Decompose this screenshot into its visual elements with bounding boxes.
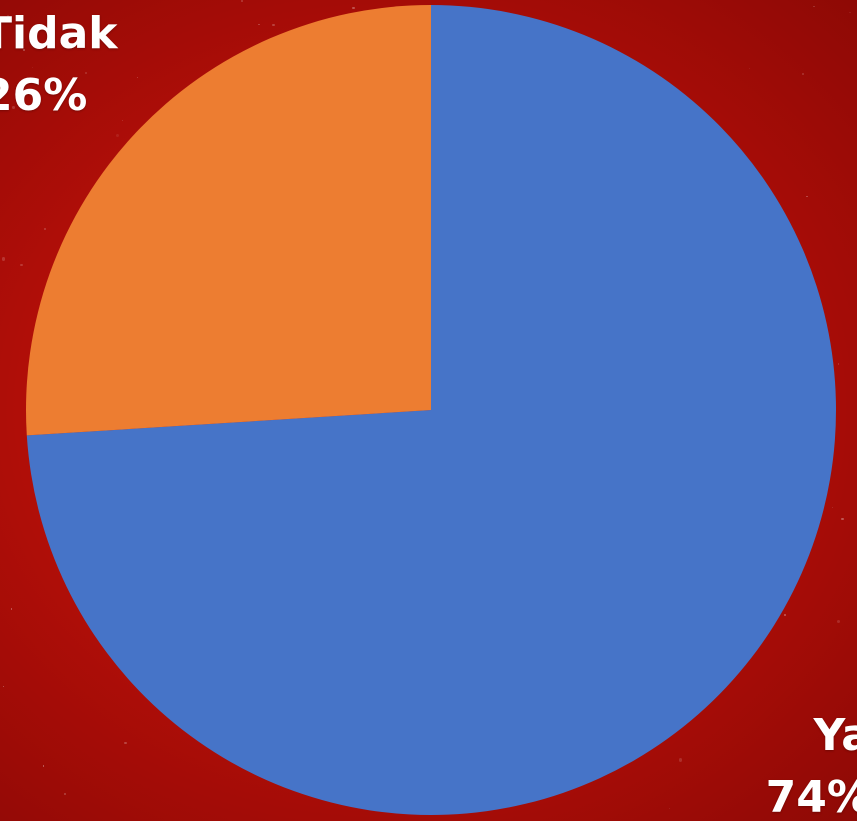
slice-label-tidak-name: Tidak <box>0 8 118 59</box>
texture-speck <box>241 0 244 2</box>
texture-speck <box>822 722 825 725</box>
texture-speck <box>42 765 44 767</box>
texture-speck <box>841 517 844 520</box>
pie-slice-tidak <box>26 5 431 436</box>
slice-label-ya-percent: 74% <box>765 772 857 821</box>
texture-speck <box>116 134 120 138</box>
texture-speck <box>137 77 139 79</box>
texture-speck <box>784 614 786 617</box>
texture-speck <box>352 6 355 10</box>
pie-slices <box>26 5 837 815</box>
texture-speck <box>669 807 671 809</box>
texture-speck <box>44 227 47 231</box>
pie-slice-ya <box>26 5 837 815</box>
texture-speck <box>84 71 88 75</box>
texture-speck <box>31 66 34 69</box>
texture-speck <box>271 23 275 27</box>
texture-speck <box>812 5 815 8</box>
texture-speck <box>837 363 840 365</box>
texture-speck <box>2 685 4 688</box>
texture-speck <box>10 608 13 610</box>
texture-speck <box>801 72 804 76</box>
texture-speck <box>124 741 128 745</box>
texture-speck <box>848 11 851 14</box>
texture-speck <box>678 758 683 762</box>
slice-label-tidak-percent: 26% <box>0 70 88 121</box>
texture-speck <box>64 792 67 795</box>
texture-speck <box>1 257 5 261</box>
texture-speck <box>6 14 10 18</box>
slice-label-ya-name: Ya <box>813 710 857 761</box>
texture-speck <box>806 195 808 198</box>
texture-speck <box>748 67 751 69</box>
texture-speck <box>836 619 840 623</box>
slice-label-ya: Ya 74% <box>766 705 857 821</box>
texture-speck <box>258 24 260 26</box>
texture-speck <box>122 119 124 122</box>
texture-speck <box>23 49 26 52</box>
texture-speck <box>20 263 23 267</box>
slice-label-tidak: Tidak 26% <box>0 3 118 127</box>
texture-speck <box>831 507 833 509</box>
texture-speck <box>12 105 16 109</box>
